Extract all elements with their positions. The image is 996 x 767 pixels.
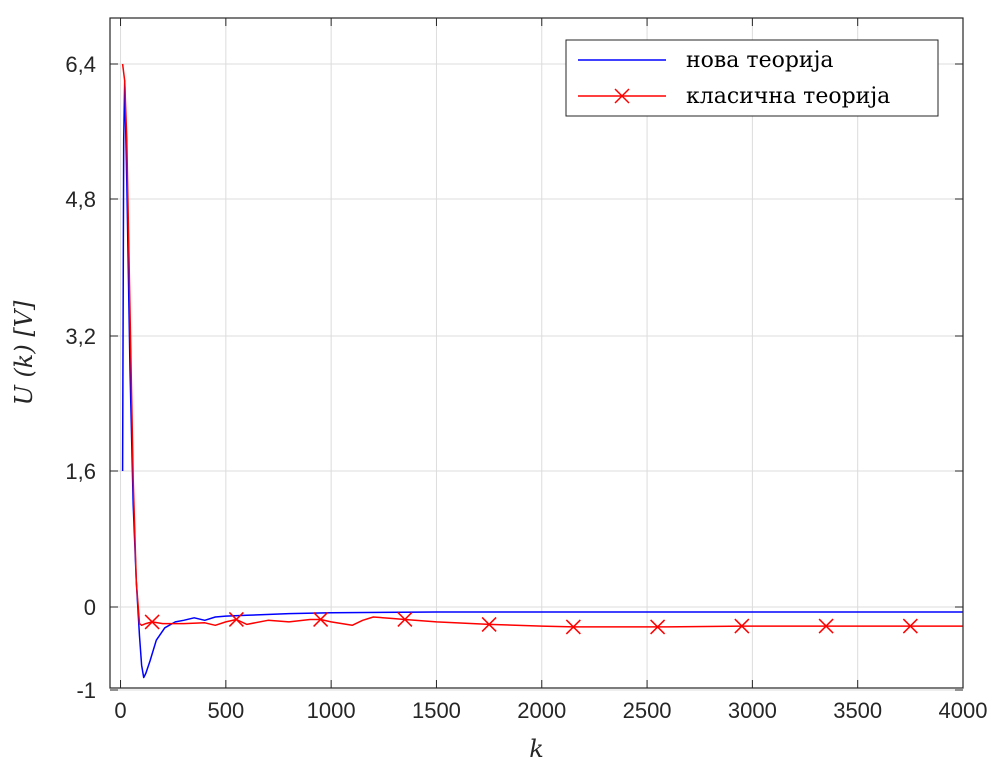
- legend-marker: [614, 88, 630, 104]
- y-tick-label: 0: [84, 595, 96, 620]
- series-marker-x: [734, 618, 750, 634]
- x-tick-label: 0: [114, 698, 126, 723]
- x-tick-label: 4000: [939, 698, 988, 723]
- x-tick-label: 2500: [623, 698, 672, 723]
- ticks: 0 500 1000 1500 2000 2500 3000 3500 4000 -1 0 1,6 3,…: [65, 18, 987, 723]
- series-marker-x: [650, 619, 666, 635]
- x-tick-label: 1000: [307, 698, 356, 723]
- x-axis-label: k: [529, 735, 544, 763]
- y-tick-label: 3,2: [65, 324, 96, 349]
- series-marker-x: [228, 611, 244, 627]
- series-marker-x: [565, 619, 581, 635]
- series-marker-x: [144, 614, 160, 630]
- x-tick-label: 1500: [412, 698, 461, 723]
- series-marker-x: [397, 611, 413, 627]
- series-layer: [121, 63, 963, 679]
- x-tick-label: 2000: [517, 698, 566, 723]
- y-tick-label: 4,8: [65, 187, 96, 212]
- y-tick-label: 1,6: [65, 459, 96, 484]
- x-tick-label: 3500: [833, 698, 882, 723]
- series-marker-x: [313, 611, 329, 627]
- y-axis-label: U (k) [V]: [10, 300, 38, 405]
- legend: нова теорија класична теорија: [565, 39, 939, 117]
- legend-box: [565, 39, 939, 117]
- y-tick-label: 6,4: [65, 52, 96, 77]
- series-marker-x: [818, 618, 834, 634]
- legend-label: класична теорија: [686, 84, 890, 109]
- plot-frame: [109, 17, 964, 689]
- x-tick-label: 500: [207, 698, 244, 723]
- legend-label: нова теорија: [686, 48, 834, 73]
- series-marker-x: [902, 618, 918, 634]
- x-tick-label: 3000: [728, 698, 777, 723]
- series-marker-x: [481, 616, 497, 632]
- y-tick-label: -1: [76, 678, 96, 703]
